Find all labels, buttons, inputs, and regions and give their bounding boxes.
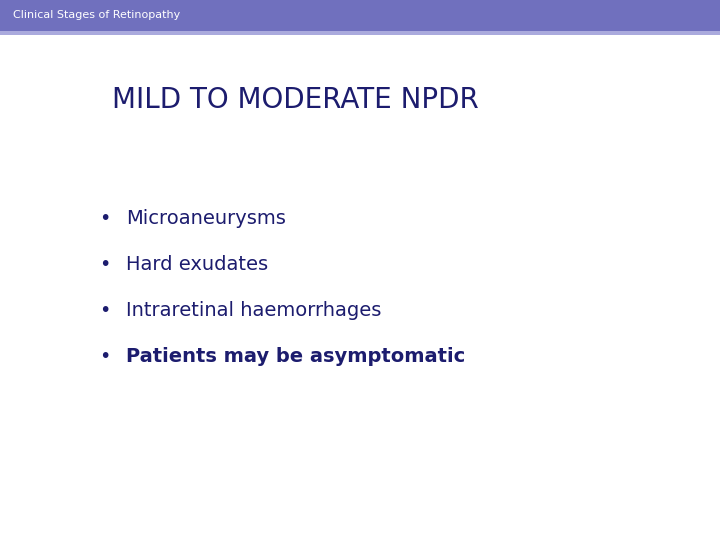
Text: Microaneurysms: Microaneurysms [126, 209, 286, 228]
Text: •: • [99, 347, 110, 366]
Text: MILD TO MODERATE NPDR: MILD TO MODERATE NPDR [112, 86, 478, 114]
Text: •: • [99, 255, 110, 274]
FancyBboxPatch shape [0, 31, 720, 35]
Text: •: • [99, 301, 110, 320]
Text: •: • [99, 209, 110, 228]
FancyBboxPatch shape [0, 0, 720, 31]
Text: Hard exudates: Hard exudates [126, 255, 268, 274]
Text: Clinical Stages of Retinopathy: Clinical Stages of Retinopathy [13, 10, 180, 21]
Text: Patients may be asymptomatic: Patients may be asymptomatic [126, 347, 465, 366]
Text: Intraretinal haemorrhages: Intraretinal haemorrhages [126, 301, 382, 320]
